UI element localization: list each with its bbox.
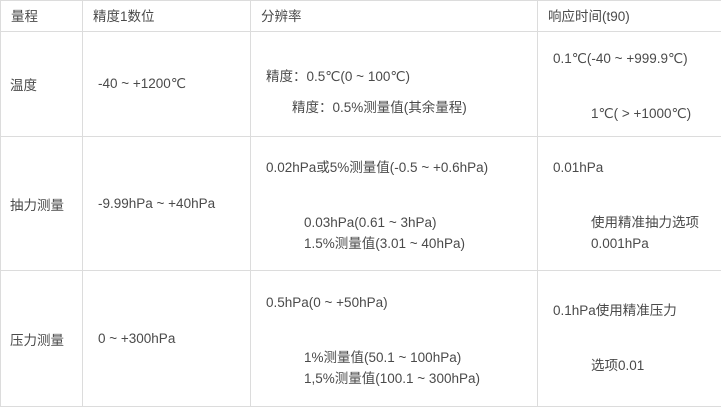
resolution-line: 1%测量值(50.1 ~ 100hPa) [266, 348, 527, 369]
column-header-response-label: 响应时间(t90) [538, 9, 640, 24]
table-header: 量程 精度1数位 分辨率 响应时间(t90) [1, 1, 721, 32]
response-line: 选项0.01 [553, 356, 711, 377]
row-label-draft: 抽力测量 [1, 137, 83, 271]
cell-temperature-response: 0.1℃(-40 ~ +999.9℃) 1℃( > +1000℃) [538, 32, 721, 137]
cell-temperature-accuracy-text: -40 ~ +1200℃ [83, 76, 196, 91]
cell-temperature-response-lines: 0.1℃(-40 ~ +999.9℃) 1℃( > +1000℃) [538, 43, 721, 125]
resolution-line: 1,5%测量值(100.1 ~ 300hPa) [266, 369, 527, 390]
response-line: 0.1hPa使用精准压力 [553, 301, 711, 322]
column-header-resolution: 分辨率 [251, 1, 538, 32]
cell-temperature-accuracy: -40 ~ +1200℃ [83, 32, 251, 137]
response-line: 0.01hPa [553, 158, 711, 179]
cell-pressure-accuracy: 0 ~ +300hPa [83, 271, 251, 407]
cell-draft-resolution: 0.02hPa或5%测量值(-0.5 ~ +0.6hPa) 0.03hPa(0.… [251, 137, 538, 271]
resolution-line: 0.02hPa或5%测量值(-0.5 ~ +0.6hPa) [266, 158, 527, 179]
row-label-pressure: 压力测量 [1, 271, 83, 407]
resolution-line: 精度：0.5%测量值(其余量程) [266, 98, 527, 119]
cell-pressure-response: 0.1hPa使用精准压力 选项0.01 [538, 271, 721, 407]
response-line: 1℃( > +1000℃) [553, 104, 711, 125]
cell-draft-accuracy-text: -9.99hPa ~ +40hPa [83, 196, 225, 211]
resolution-line: 0.5hPa(0 ~ +50hPa) [266, 293, 527, 314]
cell-pressure-response-lines: 0.1hPa使用精准压力 选项0.01 [538, 301, 721, 377]
column-header-range-label: 量程 [1, 9, 48, 24]
row-label-draft-text: 抽力测量 [1, 198, 74, 213]
cell-draft-accuracy: -9.99hPa ~ +40hPa [83, 137, 251, 271]
table-header-row: 量程 精度1数位 分辨率 响应时间(t90) [1, 1, 721, 32]
row-label-pressure-text: 压力测量 [1, 333, 74, 348]
table-row: 抽力测量 -9.99hPa ~ +40hPa 0.02hPa或5%测量值(-0.… [1, 137, 721, 271]
column-header-accuracy: 精度1数位 [83, 1, 251, 32]
column-header-resolution-label: 分辨率 [251, 9, 312, 24]
table-row: 温度 -40 ~ +1200℃ 精度：0.5℃(0 ~ 100℃) 精度：0.5… [1, 32, 721, 137]
cell-pressure-resolution-lines: 0.5hPa(0 ~ +50hPa) 1%测量值(50.1 ~ 100hPa) … [251, 287, 537, 390]
cell-temperature-resolution: 精度：0.5℃(0 ~ 100℃) 精度：0.5%测量值(其余量程) [251, 32, 538, 137]
cell-pressure-resolution: 0.5hPa(0 ~ +50hPa) 1%测量值(50.1 ~ 100hPa) … [251, 271, 538, 407]
row-label-temperature: 温度 [1, 32, 83, 137]
cell-pressure-accuracy-text: 0 ~ +300hPa [83, 331, 185, 346]
column-header-accuracy-label: 精度1数位 [83, 9, 165, 24]
table-body: 温度 -40 ~ +1200℃ 精度：0.5℃(0 ~ 100℃) 精度：0.5… [1, 32, 721, 407]
resolution-line: 0.03hPa(0.61 ~ 3hPa) [266, 213, 527, 234]
resolution-line: 精度：0.5℃(0 ~ 100℃) [266, 67, 527, 88]
cell-draft-response-lines: 0.01hPa 使用精准抽力选项 0.001hPa [538, 152, 721, 255]
cell-draft-response: 0.01hPa 使用精准抽力选项 0.001hPa [538, 137, 721, 271]
column-header-response: 响应时间(t90) [538, 1, 721, 32]
response-line: 使用精准抽力选项 [553, 213, 711, 234]
column-header-range: 量程 [1, 1, 83, 32]
row-label-temperature-text: 温度 [1, 78, 47, 93]
table-row: 压力测量 0 ~ +300hPa 0.5hPa(0 ~ +50hPa) 1%测量… [1, 271, 721, 407]
response-line: 0.1℃(-40 ~ +999.9℃) [553, 49, 711, 70]
response-line: 0.001hPa [553, 234, 711, 255]
cell-draft-resolution-lines: 0.02hPa或5%测量值(-0.5 ~ +0.6hPa) 0.03hPa(0.… [251, 152, 537, 255]
resolution-line: 1.5%测量值(3.01 ~ 40hPa) [266, 234, 527, 255]
cell-temperature-resolution-lines: 精度：0.5℃(0 ~ 100℃) 精度：0.5%测量值(其余量程) [251, 49, 537, 119]
